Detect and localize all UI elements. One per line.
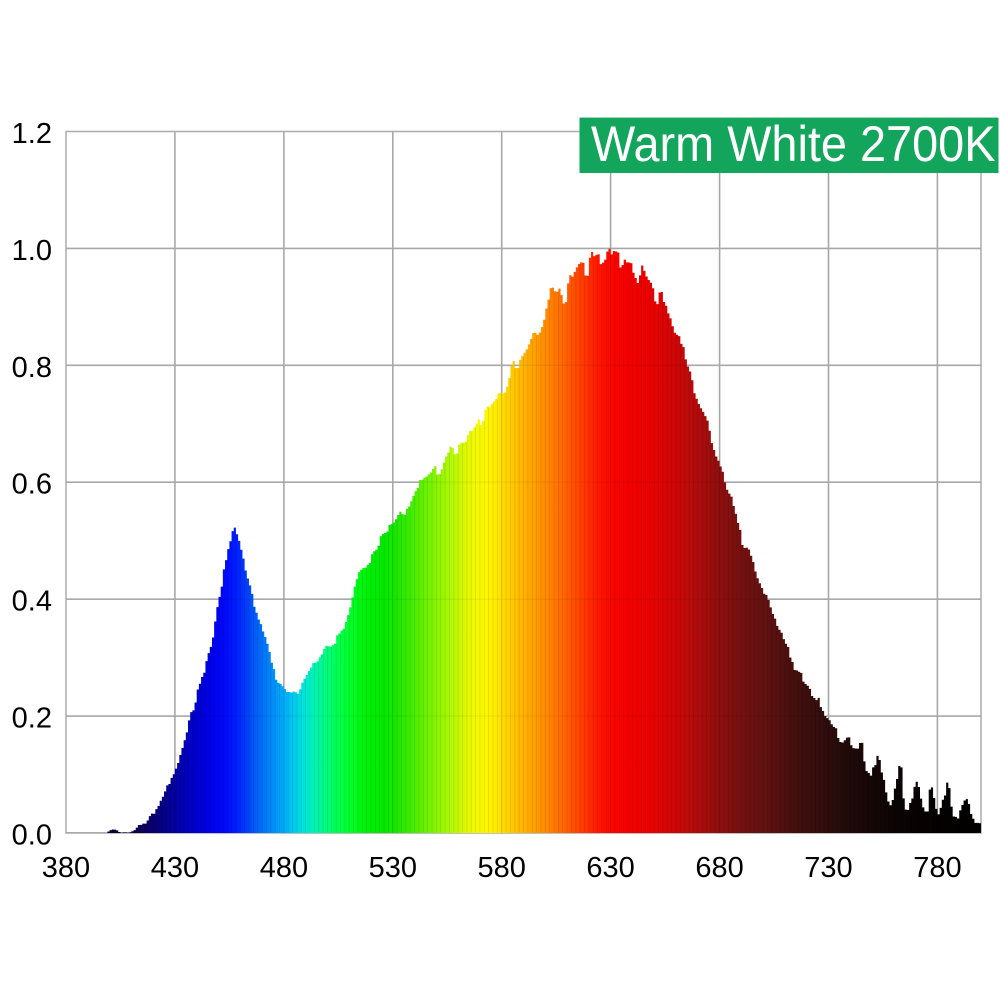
svg-text:0.8: 0.8 [12,352,52,384]
svg-text:0.2: 0.2 [12,703,52,735]
svg-text:480: 480 [260,852,308,884]
svg-text:730: 730 [804,852,852,884]
svg-text:380: 380 [42,852,90,884]
svg-text:430: 430 [151,852,199,884]
svg-text:Warm White 2700K: Warm White 2700K [591,116,996,172]
svg-text:580: 580 [478,852,526,884]
svg-text:1.2: 1.2 [12,118,52,150]
svg-text:630: 630 [586,852,634,884]
svg-text:0.4: 0.4 [12,586,52,618]
svg-text:780: 780 [913,852,961,884]
svg-text:530: 530 [369,852,417,884]
svg-text:0.6: 0.6 [12,469,52,501]
svg-text:1.0: 1.0 [12,235,52,267]
svg-text:0.0: 0.0 [12,820,52,852]
svg-text:680: 680 [695,852,743,884]
